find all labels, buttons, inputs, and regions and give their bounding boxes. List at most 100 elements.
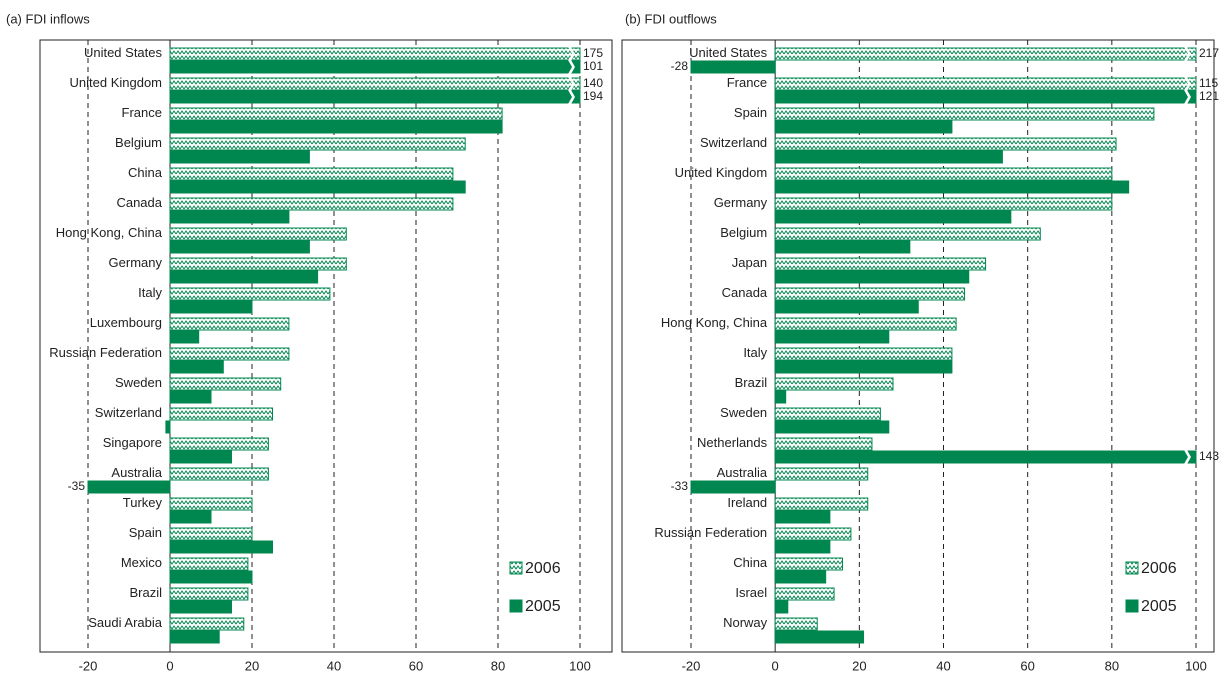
axis-break [1184,77,1191,91]
bar [169,527,253,541]
bar [169,330,200,344]
bar [774,437,873,451]
bar [774,257,987,271]
value-label: 140 [583,76,603,90]
category-label: Turkey [123,495,163,510]
value-label: 175 [583,46,603,60]
legend-swatch [509,599,523,613]
bar [169,570,253,584]
bar [169,317,290,331]
bar [169,77,581,91]
category-label: Saudi Arabia [88,615,162,630]
panel-title: (b) FDI outflows [625,11,717,26]
bar [774,210,1012,224]
x-tick-label: -20 [79,658,98,673]
bar [690,480,776,494]
bar [169,197,454,211]
value-label: 121 [1199,89,1219,103]
bar [774,540,831,554]
value-label: -35 [68,479,86,493]
value-label: -28 [671,59,689,73]
bar [774,587,835,601]
bar [774,150,1003,164]
legend-label: 2005 [1141,598,1177,615]
x-tick-label: 20 [852,658,866,673]
x-tick-label: 80 [491,658,505,673]
bar [169,450,232,464]
bar [169,90,581,104]
bar [774,450,1197,464]
category-label: China [733,555,768,570]
panel-frame [39,39,613,653]
value-label: 194 [583,89,603,103]
bar [774,527,852,541]
bar [169,360,224,374]
bar [169,390,212,404]
category-label: Hong Kong, China [661,315,768,330]
category-label: Russian Federation [654,525,767,540]
x-tick-label: 20 [245,658,259,673]
bar [169,47,581,61]
bar [774,570,827,584]
bar [169,510,212,524]
bar [169,167,454,181]
legend-label: 2006 [1141,560,1177,577]
legend-swatch [509,561,523,575]
category-label: Spain [734,105,767,120]
x-tick-label: 80 [1105,658,1119,673]
bar [169,467,269,481]
category-label: Canada [722,285,768,300]
bar [774,240,911,254]
category-label: Australia [717,465,768,480]
legend-swatch [1125,561,1139,575]
legend-label: 2006 [525,560,561,577]
bar [774,377,894,391]
bar [774,300,919,314]
bar [774,90,1197,104]
bar [169,107,503,121]
bar [690,60,776,74]
bar [169,60,581,74]
category-label: Ireland [727,495,767,510]
x-tick-label: 40 [936,658,950,673]
value-label: 217 [1199,46,1219,60]
category-label: France [122,105,162,120]
x-tick-label: 100 [1185,658,1207,673]
category-label: Sweden [720,405,767,420]
category-label: Hong Kong, China [56,225,163,240]
bar [774,407,881,421]
category-label: Netherlands [697,435,768,450]
bar [774,557,844,571]
bar [774,347,953,361]
bar [169,437,269,451]
bar [774,77,1197,91]
bar [169,150,310,164]
category-label: France [727,75,767,90]
bar [774,120,953,134]
bar [169,587,249,601]
panel-frame [621,39,1215,653]
bar [169,180,466,194]
bar [774,390,787,404]
bar [774,287,966,301]
bar [169,407,273,421]
bar [774,330,890,344]
axis-break [1184,90,1191,104]
bar [774,497,869,511]
category-label: United Kingdom [675,165,768,180]
bar [169,630,220,644]
x-tick-label: 0 [166,658,173,673]
bar [774,630,865,644]
category-label: Spain [129,525,162,540]
bar [169,540,273,554]
category-label: Singapore [103,435,162,450]
value-label: -33 [671,479,689,493]
category-label: China [128,165,163,180]
bar [169,557,249,571]
bar [169,377,282,391]
bar [774,227,1041,241]
category-label: Belgium [720,225,767,240]
x-tick-label: 60 [409,658,423,673]
axis-break [568,90,575,104]
